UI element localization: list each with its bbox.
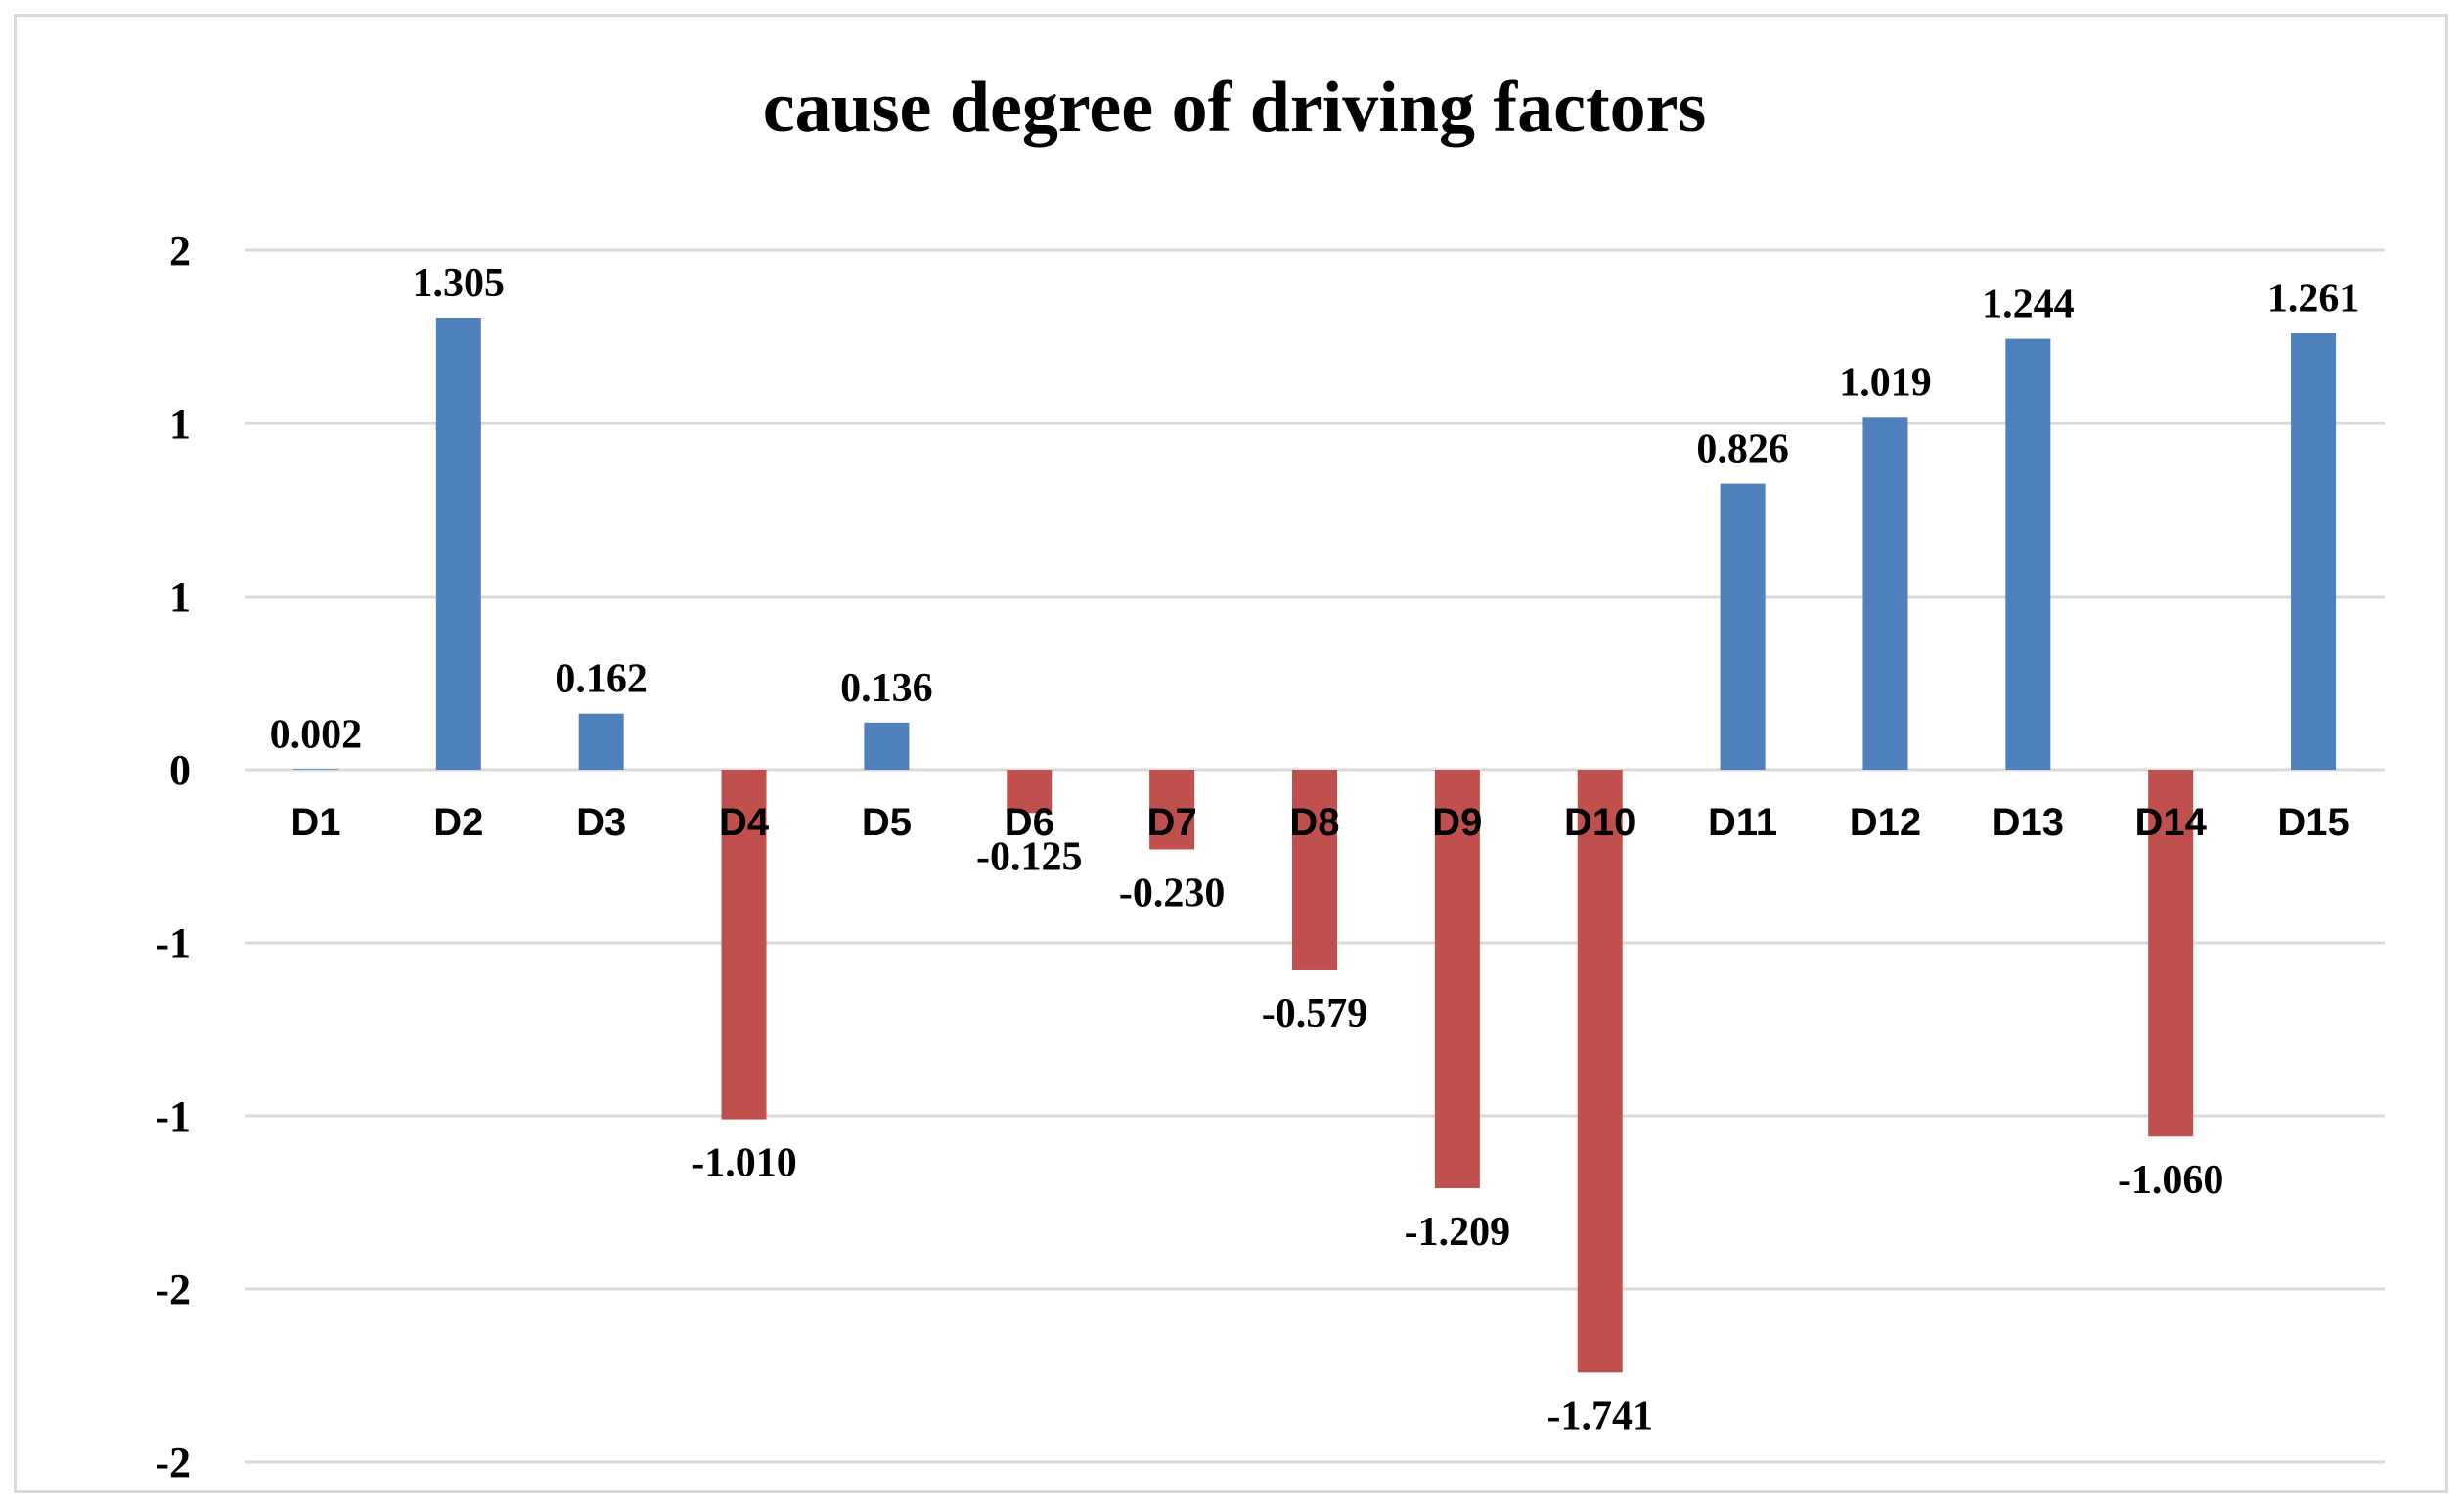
x-tick-label: D2	[433, 801, 483, 844]
y-axis-tick-labels: 2 1 1 0 -1 -1 -2 -2	[155, 227, 191, 1487]
x-tick-label: D3	[576, 801, 626, 844]
bar-d9	[1434, 770, 1480, 1188]
data-labels: 0.002 1.305 0.162 -1.010 0.136 -0.125 -0.230 -0…	[270, 261, 2360, 1439]
bar-d7	[1149, 770, 1195, 850]
data-label: 0.826	[1696, 427, 1789, 472]
chart-title: cause degree of driving factors	[763, 67, 1707, 148]
y-tick-label: 1	[169, 400, 191, 448]
bar-d14	[2148, 770, 2194, 1137]
y-tick-label: -2	[155, 1265, 191, 1313]
data-label: -1.209	[1405, 1210, 1511, 1255]
data-label: 0.136	[840, 666, 933, 711]
x-axis-tick-labels: D1 D2 D3 D4 D5 D6 D7 D8 D9 D10 D11 D12 D13 D14 D15	[291, 801, 2349, 844]
bar-d15	[2291, 333, 2337, 770]
data-label: 1.019	[1839, 360, 1932, 405]
data-label: -0.125	[976, 834, 1083, 879]
bar-d4	[721, 770, 767, 1120]
bar-d1	[292, 769, 338, 770]
y-tick-label: 2	[169, 227, 191, 275]
data-label: -0.230	[1119, 870, 1226, 915]
x-tick-label: D1	[291, 801, 340, 844]
bar-d5	[864, 722, 910, 770]
data-label: -1.010	[691, 1141, 797, 1186]
y-tick-label: 1	[169, 573, 191, 621]
x-tick-label: D8	[1289, 801, 1339, 844]
y-tick-label: -1	[155, 919, 191, 967]
bar-d3	[578, 713, 624, 770]
x-tick-label: D14	[2135, 801, 2208, 844]
data-label: -0.579	[1262, 992, 1368, 1037]
x-tick-label: D12	[1850, 801, 1921, 844]
x-tick-label: D15	[2277, 801, 2349, 844]
x-tick-label: D7	[1147, 801, 1197, 844]
y-tick-label: -1	[155, 1092, 191, 1140]
data-label: 1.305	[413, 261, 506, 306]
x-tick-label: D10	[1564, 801, 1635, 844]
data-label: 0.002	[270, 712, 363, 757]
bar-d11	[1720, 483, 1766, 770]
data-label: 0.162	[555, 657, 648, 702]
bar-d8	[1292, 770, 1337, 970]
x-tick-label: D9	[1432, 801, 1482, 844]
x-tick-label: D6	[1005, 801, 1054, 844]
data-label: 1.244	[1982, 283, 2075, 328]
bar-d10	[1577, 770, 1623, 1373]
bar-d2	[435, 318, 481, 770]
bar-d6	[1007, 770, 1053, 814]
y-tick-label: -2	[155, 1439, 191, 1487]
bar-d13	[2005, 338, 2051, 770]
y-tick-label: 0	[169, 746, 191, 794]
bars	[292, 318, 2337, 1373]
data-label: -1.741	[1546, 1394, 1653, 1439]
x-tick-label: D13	[1993, 801, 2064, 844]
x-tick-label: D5	[862, 801, 912, 844]
x-tick-label: D4	[719, 801, 770, 844]
data-label: -1.060	[2118, 1158, 2224, 1203]
bar-d12	[1862, 417, 1908, 770]
data-label: 1.261	[2267, 277, 2360, 322]
x-tick-label: D11	[1708, 801, 1777, 844]
